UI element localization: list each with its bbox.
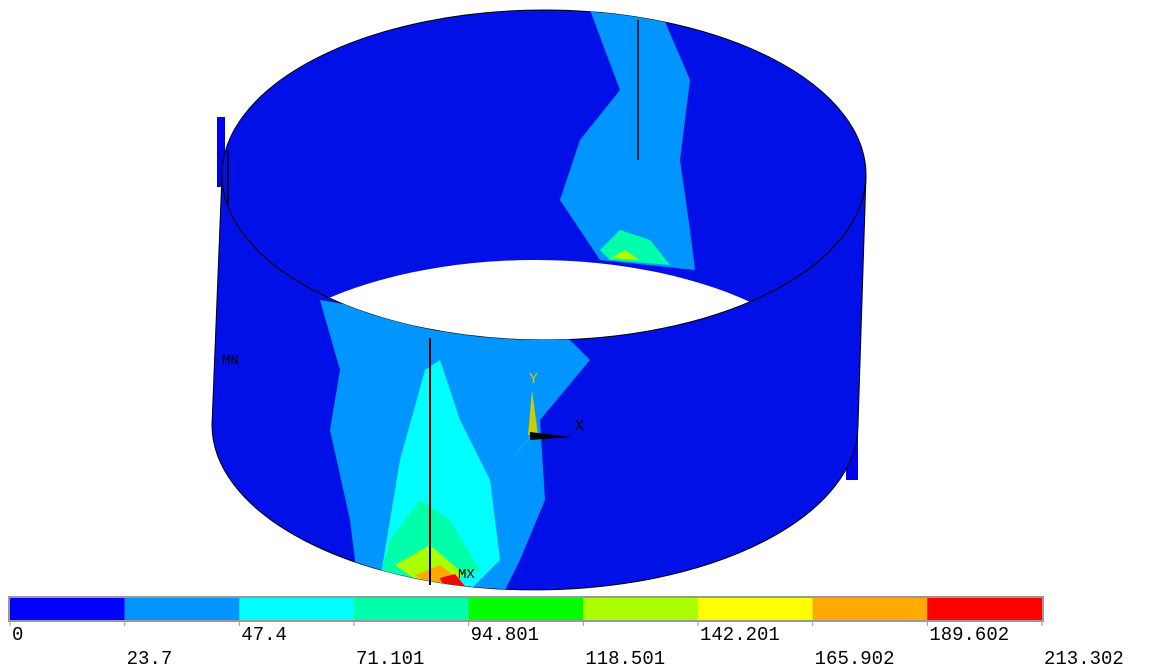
legend-swatch [583, 598, 698, 620]
legend-level: 142.201 [700, 624, 780, 646]
max-marker: MX [458, 567, 475, 583]
legend-swatch [354, 598, 469, 620]
legend-level: 94.801 [471, 624, 539, 646]
contour-plot: MN MX Y X 0 23.7 47.4 71.101 94.801 118.501 14… [0, 0, 1158, 668]
legend-level: 118.501 [585, 648, 665, 668]
min-marker: MN [222, 353, 239, 369]
model: MN MX Y X [212, 10, 866, 600]
legend-level: 71.101 [356, 648, 424, 668]
legend-swatch [10, 598, 125, 620]
legend-level: 47.4 [241, 624, 287, 646]
legend-swatch [698, 598, 813, 620]
legend-swatch [239, 598, 354, 620]
axis-y-label: Y [529, 371, 538, 388]
legend-level: 189.602 [929, 624, 1009, 646]
legend-level: 213.302 [1044, 648, 1124, 668]
legend-level: 165.902 [815, 648, 895, 668]
legend-swatch [813, 598, 928, 620]
legend-swatch [469, 598, 584, 620]
legend-swatch [125, 598, 240, 620]
axis-x-label: X [575, 418, 584, 435]
legend-level: 0 [12, 624, 23, 646]
legend-swatch [927, 598, 1042, 620]
legend-level: 23.7 [127, 648, 173, 668]
legend: 0 23.7 47.4 71.101 94.801 118.501 142.201 165.9… [8, 596, 1124, 668]
